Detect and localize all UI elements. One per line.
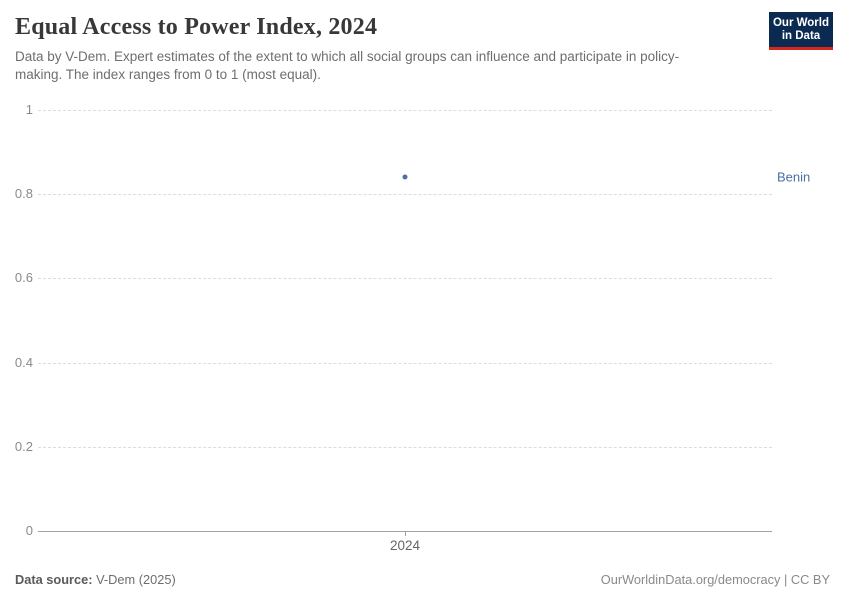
- owid-logo: Our World in Data: [769, 12, 833, 50]
- data-source-note: Data source: V-Dem (2025): [15, 572, 176, 587]
- y-axis-tick-label-0.2: 0.2: [14, 438, 33, 454]
- data-point-benin[interactable]: [402, 174, 408, 180]
- gridline-y-0.4: [38, 362, 772, 364]
- y-axis-tick-label-0.8: 0.8: [14, 186, 33, 202]
- gridline-y-0.2: [38, 446, 772, 448]
- gridline-y-0.6: [38, 278, 772, 280]
- owid-logo-line1: Our World: [772, 16, 829, 29]
- x-axis-tick: [405, 531, 406, 536]
- gridline-y-0: [38, 531, 772, 532]
- y-axis-tick-label-1: 1: [25, 101, 33, 117]
- chart-header: Equal Access to Power Index, 2024 Data b…: [15, 14, 755, 84]
- y-axis: 0 0.2 0.4 0.6 0.8 1: [0, 102, 33, 538]
- data-source-value: V-Dem (2025): [92, 572, 176, 587]
- owid-logo-line2: in Data: [781, 29, 821, 42]
- chart-title: Equal Access to Power Index, 2024: [15, 14, 378, 40]
- data-source-label: Data source:: [15, 572, 93, 587]
- license-link[interactable]: OurWorldinData.org/democracy | CC BY: [600, 572, 830, 587]
- chart-plot-area: Benin 2024: [38, 110, 810, 553]
- gridline-y-1: [38, 110, 772, 111]
- y-axis-tick-label-0: 0: [25, 522, 33, 538]
- entity-label-benin[interactable]: Benin: [777, 169, 811, 185]
- y-axis-tick-label-0.4: 0.4: [14, 354, 33, 370]
- y-axis-tick-label-0.6: 0.6: [14, 270, 33, 286]
- chart-footer: Data source: V-Dem (2025) OurWorldinData…: [0, 572, 850, 587]
- x-axis-tick-label: 2024: [389, 538, 421, 553]
- gridline-y-0.8: [38, 194, 772, 196]
- chart-subtitle: Data by V-Dem. Expert estimates of the e…: [15, 49, 680, 82]
